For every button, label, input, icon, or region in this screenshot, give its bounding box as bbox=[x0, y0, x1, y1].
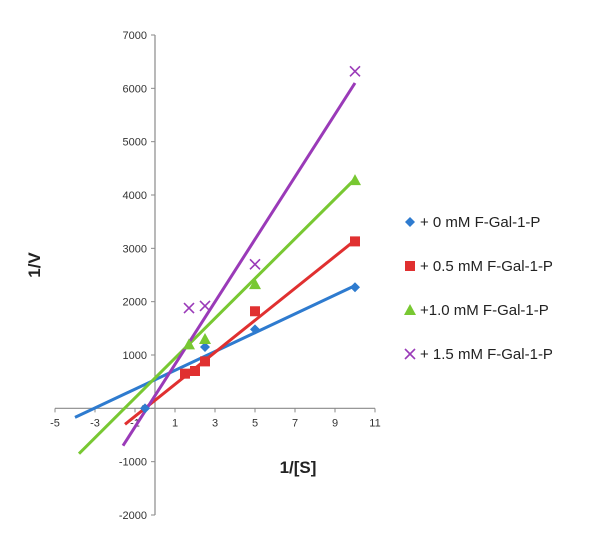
data-point-series-3 bbox=[349, 65, 361, 77]
legend-marker-3 bbox=[404, 348, 416, 360]
y-axis-label: 1/V bbox=[25, 252, 44, 278]
y-tick-label: 6000 bbox=[123, 83, 147, 95]
x-tick-label: 11 bbox=[369, 417, 380, 429]
fit-line-series-1 bbox=[124, 239, 356, 426]
legend-marker-0 bbox=[405, 217, 415, 227]
legend-marker-2 bbox=[404, 304, 416, 315]
data-point-series-0 bbox=[140, 403, 150, 414]
data-points bbox=[140, 65, 361, 414]
x-tick-label: 1 bbox=[172, 417, 178, 429]
data-point-series-2 bbox=[249, 278, 261, 290]
data-point-series-1 bbox=[190, 366, 200, 376]
fit-line-series-2 bbox=[77, 177, 357, 455]
fit-lines bbox=[74, 82, 357, 455]
data-point-series-1 bbox=[200, 356, 210, 367]
data-point-series-3 bbox=[249, 258, 261, 270]
data-point-series-0 bbox=[250, 324, 260, 335]
legend-label-1: + 0.5 mM F-Gal-1-P bbox=[420, 258, 553, 275]
y-tick-label: 7000 bbox=[123, 30, 147, 42]
data-point-series-2 bbox=[349, 174, 361, 186]
tick-labels: -2000-100001000200030004000500060007000-… bbox=[50, 30, 381, 522]
y-tick-label: 5000 bbox=[123, 137, 147, 149]
data-point-series-3 bbox=[199, 300, 211, 312]
fit-line-series-3 bbox=[121, 82, 357, 447]
legend: + 0 mM F-Gal-1-P + 0.5 mM F-Gal-1-P +1.0 m… bbox=[404, 214, 553, 363]
data-point-series-0 bbox=[200, 342, 210, 352]
x-tick-label: 9 bbox=[332, 417, 338, 429]
x-tick-label: 3 bbox=[212, 417, 218, 429]
data-point-series-1 bbox=[250, 306, 260, 317]
y-tick-label: -2000 bbox=[119, 510, 147, 522]
y-tick-label: 3000 bbox=[123, 243, 147, 255]
data-point-series-2 bbox=[183, 338, 195, 350]
data-point-series-0 bbox=[350, 282, 360, 293]
x-tick-label: -1 bbox=[130, 417, 140, 429]
axes bbox=[54, 34, 376, 516]
x-tick-label: -5 bbox=[50, 417, 60, 429]
y-tick-label: 4000 bbox=[123, 190, 147, 202]
legend-label-0: + 0 mM F-Gal-1-P bbox=[420, 214, 540, 231]
legend-label-2: +1.0 mM F-Gal-1-P bbox=[420, 302, 549, 319]
y-tick-label: 1000 bbox=[123, 350, 147, 362]
x-axis-label: 1/[S] bbox=[280, 458, 317, 477]
x-tick-label: 7 bbox=[292, 417, 298, 429]
data-point-series-1 bbox=[180, 368, 190, 379]
y-tick-label: 2000 bbox=[123, 297, 147, 309]
legend-label-3: + 1.5 mM F-Gal-1-P bbox=[420, 346, 553, 363]
x-tick-label: -3 bbox=[90, 417, 100, 429]
legend-marker-1 bbox=[405, 261, 415, 271]
data-point-series-3 bbox=[183, 302, 195, 314]
data-point-series-1 bbox=[350, 236, 360, 247]
y-tick-label: -1000 bbox=[119, 457, 147, 469]
data-point-series-2 bbox=[199, 333, 211, 344]
x-tick-label: 5 bbox=[252, 417, 258, 429]
